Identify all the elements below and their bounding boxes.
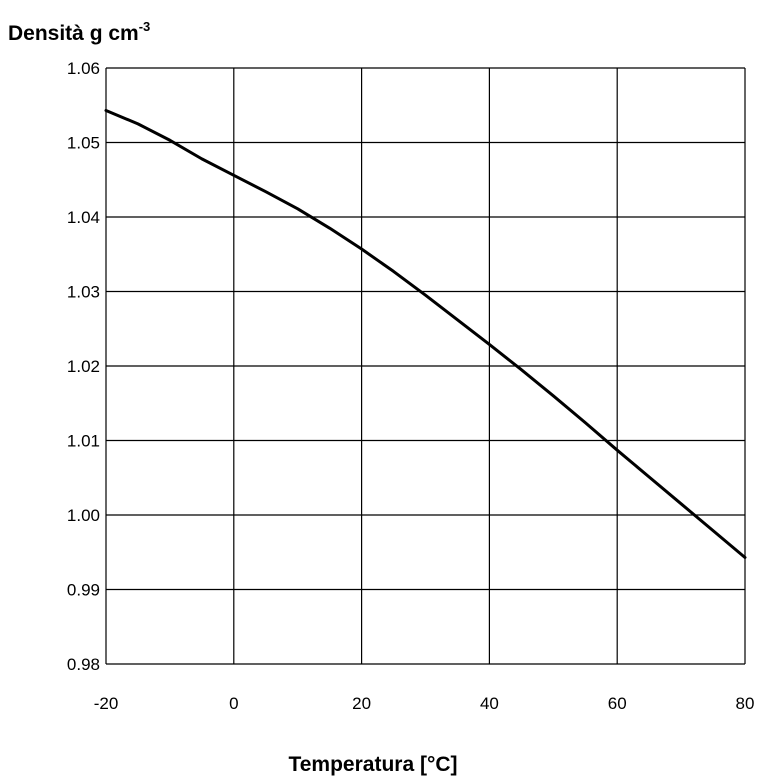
density-curve [104, 108, 747, 559]
x-tick-label: -20 [94, 694, 119, 713]
grid-lines [105, 67, 746, 665]
x-tick-label: 20 [352, 694, 371, 713]
y-tick-label: 1.06 [67, 59, 100, 78]
y-tick-label: 1.04 [67, 208, 100, 227]
y-tick-label: 1.02 [67, 357, 100, 376]
y-axis-title: Densità g cm-3 [8, 19, 150, 45]
x-tick-label: 0 [229, 694, 238, 713]
x-tick-label: 80 [736, 694, 755, 713]
data-series [104, 108, 747, 559]
y-tick-label: 1.00 [67, 506, 100, 525]
y-tick-label: 0.98 [67, 655, 100, 674]
x-axis-title: Temperatura [°C] [288, 753, 457, 776]
y-tick-label: 1.05 [67, 134, 100, 153]
x-tick-label: 40 [480, 694, 499, 713]
y-tick-labels: 0.98 0.99 1.00 1.01 1.02 1.03 1.04 1.05 1.06 [67, 59, 100, 674]
y-tick-label: 0.99 [67, 581, 100, 600]
x-tick-label: 60 [608, 694, 627, 713]
y-tick-label: 1.01 [67, 432, 100, 451]
x-tick-labels: -20 0 20 40 60 80 [94, 694, 755, 713]
y-tick-label: 1.03 [67, 283, 100, 302]
